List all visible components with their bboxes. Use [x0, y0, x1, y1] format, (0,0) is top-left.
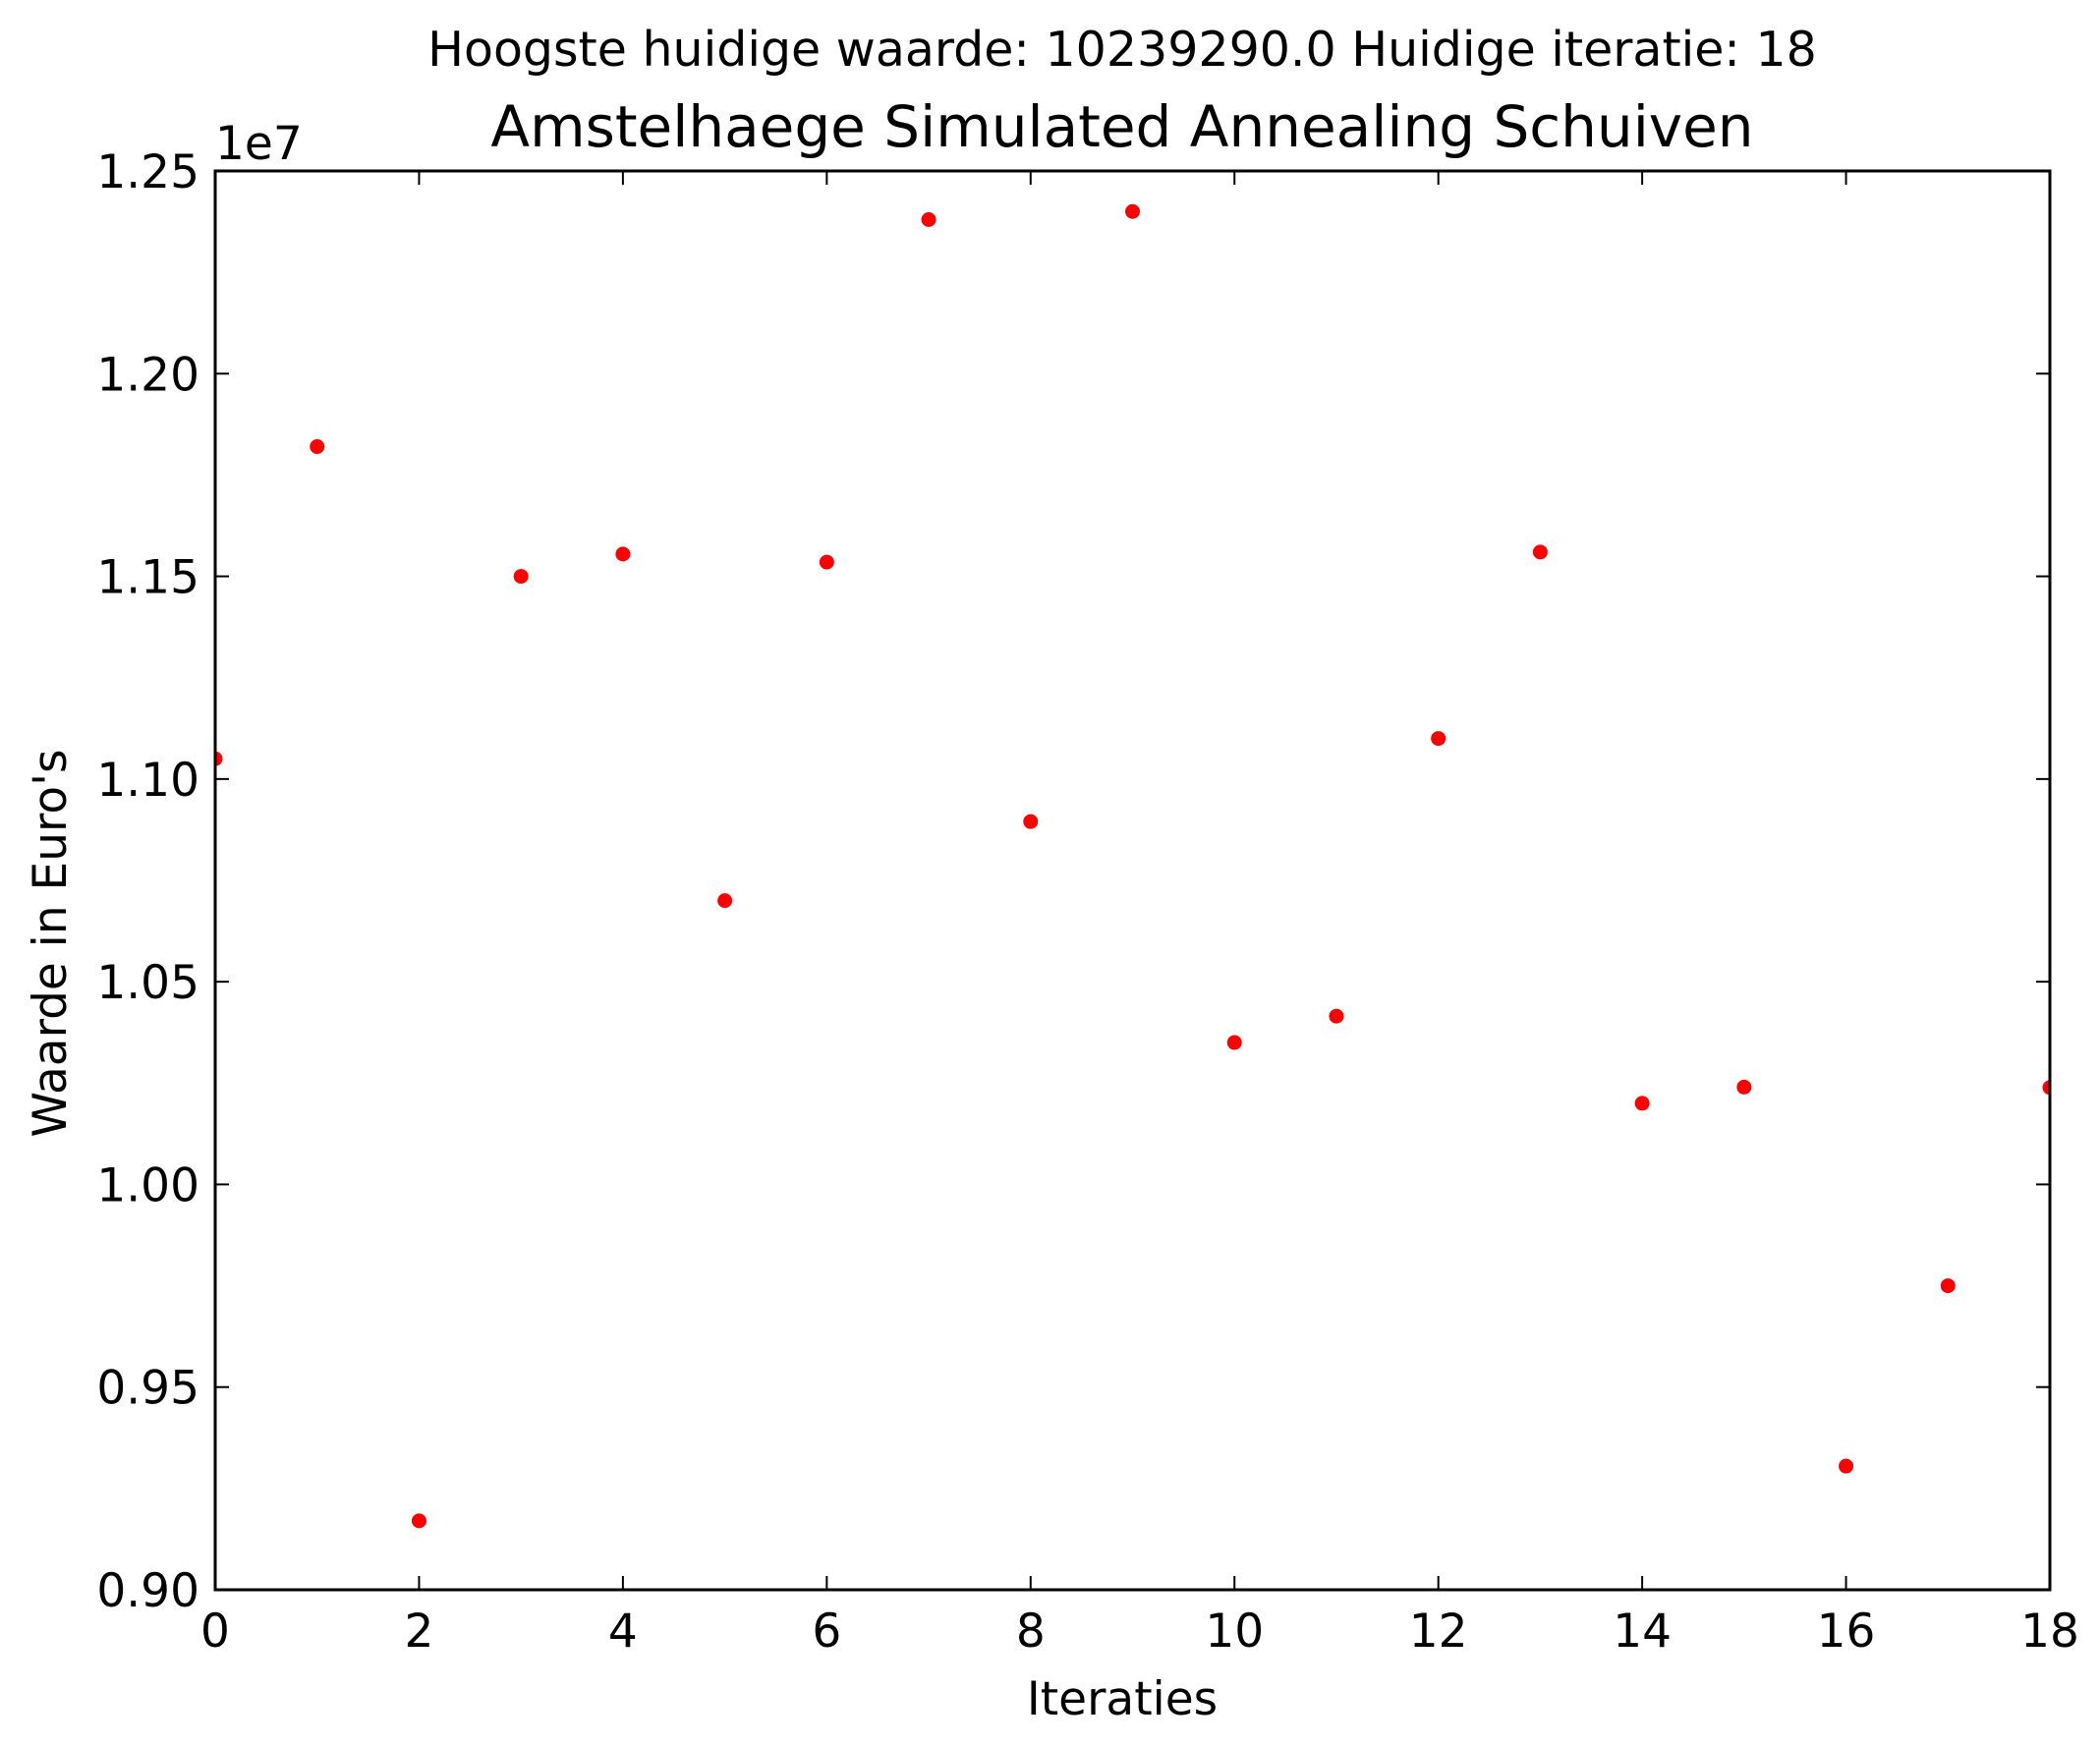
data-point — [1329, 1008, 1344, 1024]
x-tick-label: 2 — [404, 1605, 433, 1659]
x-tick-label: 6 — [812, 1605, 841, 1659]
chart-suptitle: Hoogste huidige waarde: 10239290.0 Huidi… — [427, 22, 1817, 78]
data-point — [1940, 1278, 1956, 1294]
y-tick-label: 1.15 — [96, 551, 199, 605]
data-point — [1125, 203, 1140, 219]
y-tick-label: 0.95 — [96, 1362, 199, 1416]
y-axis-label: Waarde in Euro's — [24, 750, 78, 1138]
y-tick-label: 1.05 — [96, 956, 199, 1010]
data-point — [310, 439, 325, 455]
x-tick-label: 0 — [200, 1605, 230, 1659]
y-tick-label: 1.20 — [96, 348, 199, 402]
chart-title: Amstelhaege Simulated Annealing Schuiven — [490, 93, 1753, 160]
x-tick-label: 18 — [2020, 1605, 2079, 1659]
data-point — [1736, 1079, 1752, 1095]
x-tick-label: 4 — [608, 1605, 638, 1659]
data-point — [1226, 1035, 1242, 1050]
data-point — [615, 546, 631, 562]
axis-ticks: 0 2 4 6 8 10 12 14 16 18 0.90 0.95 1.00 1.05 1.10 1.15 1… — [96, 145, 2079, 1659]
data-point — [215, 751, 223, 766]
x-axis-label: Iteraties — [1027, 1672, 1218, 1726]
x-tick-label: 8 — [1016, 1605, 1046, 1659]
data-point — [513, 569, 529, 585]
y-tick-label: 0.90 — [96, 1564, 199, 1618]
y-tick-label: 1.25 — [96, 145, 199, 199]
data-point — [1431, 731, 1447, 747]
x-tick-label: 16 — [1817, 1605, 1876, 1659]
x-tick-label: 14 — [1613, 1605, 1672, 1659]
data-point — [1023, 814, 1039, 829]
y-tick-label: 1.00 — [96, 1158, 199, 1212]
data-point — [921, 212, 936, 228]
y-offset-label: 1e7 — [215, 117, 303, 171]
y-tick-label: 1.10 — [96, 754, 199, 808]
data-point — [717, 893, 733, 909]
data-points — [215, 203, 2050, 1529]
data-point — [1839, 1458, 1854, 1474]
data-point — [1634, 1096, 1650, 1111]
data-point — [819, 554, 834, 570]
x-tick-label: 10 — [1205, 1605, 1264, 1659]
plot-frame — [213, 169, 2052, 1592]
x-tick-label: 12 — [1409, 1605, 1468, 1659]
data-point — [2042, 1080, 2050, 1096]
data-point — [1532, 544, 1548, 560]
data-point — [411, 1513, 426, 1529]
